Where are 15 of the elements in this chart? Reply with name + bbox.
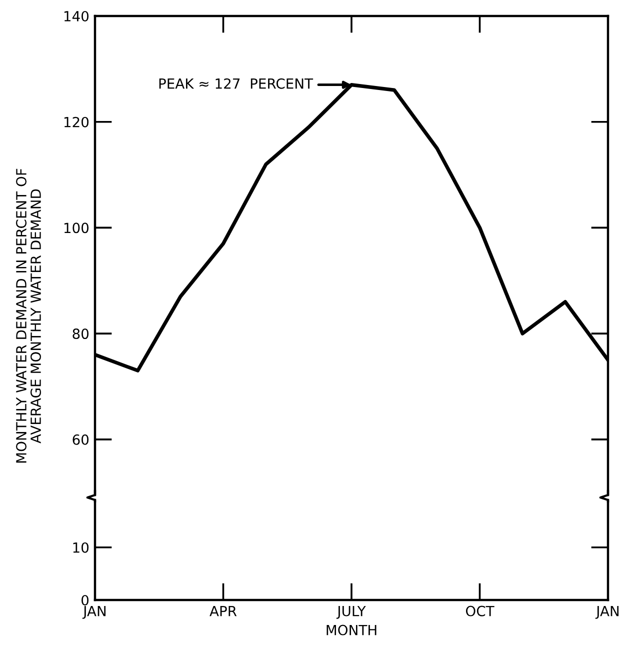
x-tick-label: JAN	[595, 606, 619, 619]
y-tick-label: 120	[64, 116, 89, 128]
y-axis-title: MONTHLY WATER DEMAND IN PERCENT OF AVERAGE MONTHLY WATER DEMAND	[16, 168, 42, 463]
y-tick-label: 0	[82, 594, 89, 606]
y-tick-label: 80	[72, 328, 89, 340]
y-tick-label: 60	[72, 434, 89, 445]
x-tick-label: APR	[210, 606, 237, 616]
y-tick-label: 100	[64, 222, 89, 234]
annotation: PEAK ≈ 127 PERCENT	[159, 78, 314, 89]
x-tick-label: JAN	[82, 606, 106, 619]
x-axis-title: MONTH	[326, 624, 376, 636]
x-tick-label: OCT	[466, 606, 494, 616]
y-tick-label: 10	[73, 542, 89, 553]
y-tick-label: 140	[64, 10, 89, 22]
x-tick-label: JULY	[336, 606, 366, 619]
